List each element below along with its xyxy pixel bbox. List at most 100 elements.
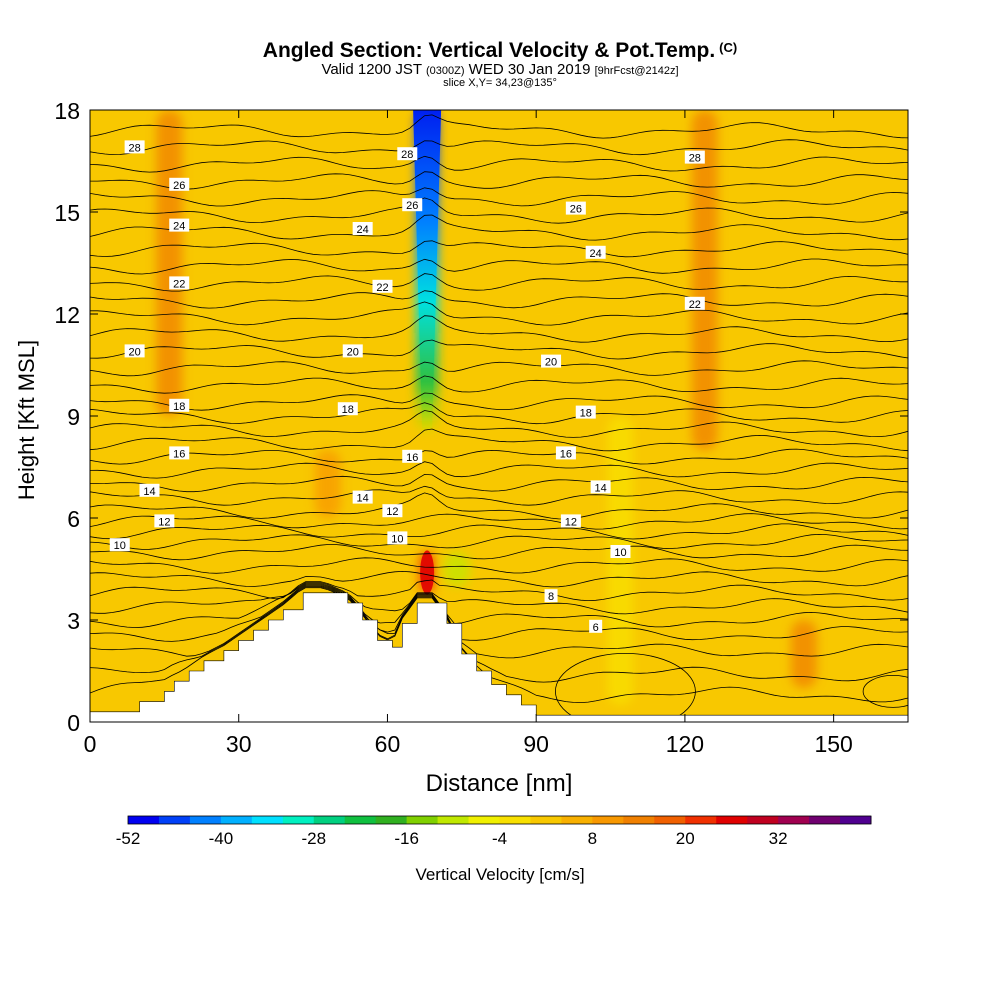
pot-temp-label-text: 22	[689, 299, 701, 311]
colorbar-swatch	[158, 816, 191, 824]
pot-temp-contour	[90, 290, 908, 309]
colorbar-swatch	[561, 816, 593, 824]
pot-temp-contour	[90, 428, 908, 452]
pot-temp-contour	[555, 653, 696, 722]
colorbar-swatch	[530, 816, 562, 824]
pot-temp-contour	[90, 315, 908, 343]
pot-temp-label-box	[124, 140, 145, 154]
pot-temp-contour	[90, 523, 908, 540]
velocity-feature	[790, 620, 817, 688]
pot-temp-contour	[90, 360, 908, 377]
pot-temp-label: 12	[382, 504, 403, 518]
pot-temp-contour	[90, 114, 908, 139]
pot-temp-label: 20	[342, 344, 363, 358]
pot-temp-label-box	[352, 222, 373, 235]
pot-temp-label-box	[589, 619, 603, 633]
pot-temp-label: 28	[684, 150, 705, 165]
y-axis: 0 3 6 9 12 15 18	[54, 98, 908, 736]
pot-temp-contour	[90, 492, 908, 520]
pot-temp-label: 14	[139, 483, 160, 498]
pot-temp-contour-labels: 28 26 24 22 20 18 16 14 12 10 24 22 20 18 14 12 10 28 26 16…	[109, 140, 705, 634]
pot-temp-label-text: 16	[560, 448, 572, 460]
velocity-feature	[156, 110, 183, 416]
y-tick-label: 6	[67, 506, 80, 532]
pot-temp-label-box	[154, 514, 175, 528]
colorbar-swatch	[623, 816, 655, 824]
pot-temp-label-box	[139, 483, 160, 497]
pot-temp-contour	[90, 485, 908, 506]
y-axis-label: Height [Kft MSL]	[14, 340, 39, 500]
colorbar-swatch	[654, 816, 686, 824]
pot-temp-contour	[90, 392, 908, 411]
colorbar-swatch	[716, 816, 748, 824]
pot-temp-contour	[90, 587, 908, 704]
colorbar-swatch	[220, 816, 253, 824]
pot-temp-label-text: 24	[173, 221, 185, 233]
pot-temp-label: 6	[589, 619, 603, 634]
chart-title: Angled Section: Vertical Velocity & Pot.…	[0, 36, 1000, 63]
pot-temp-label-box	[684, 150, 705, 164]
pot-temp-contour	[90, 585, 908, 659]
x-tick-label: 60	[375, 731, 401, 757]
pot-temp-label-text: 10	[114, 540, 126, 552]
plot-background	[90, 110, 908, 722]
pot-temp-contour	[90, 273, 908, 292]
pot-temp-contour	[90, 533, 908, 550]
terrain-mask	[89, 592, 909, 723]
pot-temp-label-box	[109, 538, 130, 552]
pot-temp-label: 18	[337, 402, 358, 416]
colorbar-swatch	[499, 816, 531, 824]
slice-label: slice X,Y= 34,23@135°	[443, 77, 557, 89]
pot-temp-label-box	[342, 344, 363, 358]
pot-temp-label: 24	[169, 218, 190, 233]
x-axis-label: Distance [nm]	[426, 770, 573, 797]
y-tick-label: 12	[54, 302, 80, 328]
y-tick-label: 3	[67, 608, 80, 634]
colorbar-tick-label: 32	[769, 829, 788, 848]
pot-temp-contours	[90, 114, 908, 722]
pot-temp-label-box	[402, 198, 423, 212]
pot-temp-label-text: 6	[593, 622, 599, 634]
pot-temp-contour	[90, 586, 908, 683]
pot-temp-label-box	[590, 480, 611, 494]
pot-temp-label-text: 22	[376, 282, 388, 294]
pot-temp-contour	[90, 402, 908, 425]
pot-temp-label-text: 20	[545, 357, 557, 369]
pot-temp-label-text: 14	[143, 486, 155, 498]
pot-temp-label: 24	[585, 245, 606, 260]
pot-temp-contour	[90, 258, 908, 275]
pot-temp-contour	[90, 584, 908, 642]
pot-temp-contour	[90, 197, 908, 224]
pot-temp-contour	[90, 582, 908, 615]
pot-temp-label-text: 26	[406, 200, 418, 212]
colorbar-tick-label: -52	[116, 829, 141, 848]
plot-area: 28 26 24 22 20 18 16 14 12 10 24 22 20 18 14 12 10 28 26 16…	[89, 109, 909, 723]
pot-temp-contour	[90, 187, 908, 207]
pot-temp-label-text: 24	[357, 224, 369, 236]
subtitle-date: WED 30 Jan 2019	[468, 61, 591, 78]
pot-temp-label-text: 12	[386, 506, 398, 518]
pot-temp-label-text: 16	[406, 452, 418, 464]
colorbar-swatch	[437, 816, 470, 824]
pot-temp-label-box	[560, 514, 581, 528]
pot-temp-label: 18	[575, 405, 596, 420]
colorbar-swatch	[778, 816, 810, 824]
vertical-velocity-field	[156, 110, 817, 705]
colorbar-swatch	[282, 816, 315, 824]
pot-temp-label-box	[541, 354, 562, 368]
pot-temp-contour	[90, 139, 908, 156]
pot-temp-label-text: 28	[401, 149, 413, 161]
pot-temp-label: 10	[109, 538, 130, 552]
pot-temp-label: 16	[402, 449, 423, 464]
colorbar-tick-label: -4	[492, 829, 507, 848]
pot-temp-label: 18	[169, 398, 190, 413]
pot-temp-contour	[90, 339, 908, 360]
x-tick-label: 150	[814, 731, 852, 757]
pot-temp-contour	[90, 557, 908, 574]
pot-temp-label-text: 24	[590, 248, 602, 260]
pot-temp-contour	[90, 461, 908, 479]
pot-temp-label: 12	[560, 514, 581, 528]
pot-temp-label: 20	[124, 344, 145, 358]
pot-temp-label-text: 26	[570, 204, 582, 216]
